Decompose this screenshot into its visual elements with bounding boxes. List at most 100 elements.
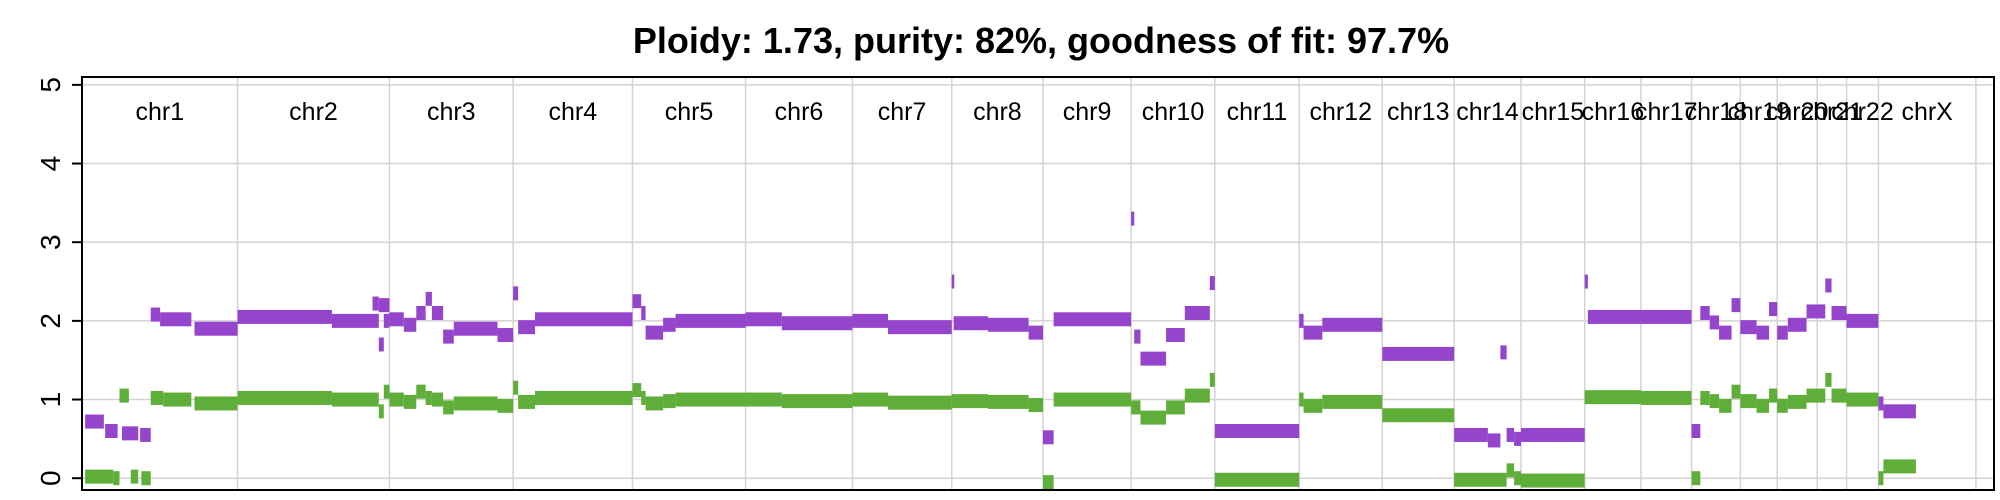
minor-segment	[1825, 372, 1832, 387]
total-segment	[383, 313, 390, 328]
total-segment	[1719, 325, 1732, 340]
minor-segment	[378, 404, 384, 419]
minor-segment	[119, 388, 129, 403]
minor-segment	[1184, 388, 1210, 403]
minor-segment	[1777, 398, 1788, 413]
minor-segment	[781, 394, 853, 409]
chromosome-label: chr17	[1635, 98, 1698, 126]
minor-segment	[1806, 388, 1826, 403]
total-segment	[1584, 274, 1588, 289]
total-segment	[888, 320, 952, 335]
total-segment	[1042, 430, 1054, 445]
total-copy-number-series	[85, 211, 1916, 448]
total-segment	[1514, 431, 1521, 446]
minor-segment	[535, 390, 633, 405]
y-tick-label: 0	[35, 470, 66, 486]
minor-segment	[163, 392, 192, 407]
total-segment	[535, 312, 633, 327]
minor-segment	[675, 392, 746, 407]
chromosome-label: chrX	[1901, 98, 1953, 126]
total-segment	[1184, 306, 1210, 320]
chromosome-label: chr1	[135, 98, 184, 126]
total-segment	[331, 313, 379, 328]
minor-segment	[1520, 473, 1585, 488]
minor-segment	[951, 394, 989, 409]
grid-lines	[81, 77, 1994, 490]
minor-segment	[1691, 471, 1701, 486]
minor-segment	[1700, 390, 1710, 405]
total-segment	[160, 312, 192, 327]
total-segment	[1028, 325, 1043, 340]
minor-segment	[150, 390, 164, 405]
total-segment	[121, 426, 139, 441]
minor-segment	[988, 394, 1029, 409]
minor-segment	[1322, 394, 1383, 409]
y-tick-label: 1	[35, 392, 66, 408]
total-segment	[1740, 320, 1757, 335]
minor-segment	[645, 396, 664, 411]
minor-segment	[1831, 388, 1847, 403]
minor-segment	[1878, 471, 1884, 486]
chromosome-label: chr4	[548, 98, 597, 126]
minor-segment	[1756, 398, 1770, 413]
minor-copy-number-series	[85, 372, 1916, 490]
total-segment	[416, 306, 426, 320]
minor-segment	[389, 392, 404, 407]
total-segment	[1131, 211, 1135, 226]
total-segment	[1756, 325, 1770, 340]
total-segment	[85, 414, 104, 429]
y-tick-label: 5	[35, 77, 66, 93]
total-segment	[497, 328, 514, 343]
total-segment	[1500, 345, 1507, 360]
total-segment	[378, 337, 384, 352]
total-segment	[1831, 306, 1847, 320]
chromosome-label: chr7	[878, 98, 927, 126]
minor-segment	[130, 469, 139, 484]
total-segment	[1587, 309, 1641, 324]
minor-segment	[1214, 472, 1300, 487]
minor-segment	[85, 469, 114, 484]
total-segment	[1299, 313, 1304, 328]
total-segment	[1209, 276, 1215, 291]
total-segment	[237, 309, 332, 324]
total-segment	[1846, 313, 1879, 328]
chromosome-label: chr18	[1685, 98, 1748, 126]
chromosome-label: chr2	[289, 98, 338, 126]
chromosome-label: chr21	[1801, 98, 1864, 126]
total-segment	[1454, 427, 1488, 442]
total-segment	[403, 317, 417, 332]
minor-segment	[1584, 390, 1641, 405]
minor-segment	[1709, 394, 1720, 409]
minor-segment	[641, 390, 646, 405]
minor-segment	[383, 384, 390, 399]
total-segment	[1709, 315, 1720, 330]
total-segment	[1878, 396, 1884, 411]
minor-segment	[1299, 392, 1304, 407]
total-segment	[951, 274, 955, 289]
total-segment	[1806, 304, 1826, 319]
minor-segment	[1454, 472, 1507, 487]
minor-segment	[425, 390, 432, 405]
chromosome-labels: chr1 chr2 chr3 chr4 chr5 chr6 chr7 chr8 chr9 chr1…	[135, 98, 1953, 126]
total-segment	[372, 296, 379, 311]
minor-segment	[1303, 398, 1323, 413]
minor-segment	[1166, 400, 1185, 415]
chromosome-label: chr9	[1063, 98, 1112, 126]
minor-segment	[632, 383, 642, 398]
minor-segment	[852, 392, 889, 407]
total-segment	[1640, 309, 1692, 324]
total-segment	[1053, 312, 1132, 327]
total-segment	[1700, 306, 1710, 320]
total-segment	[632, 294, 642, 309]
chromosome-label: chr16	[1582, 98, 1645, 126]
minor-segment	[663, 394, 676, 409]
total-segment	[389, 312, 404, 327]
minor-segment	[1131, 400, 1141, 415]
chromosome-label: chr22	[1831, 98, 1894, 126]
chart-title: Ploidy: 1.73, purity: 82%, goodness of f…	[633, 20, 1449, 61]
minor-segment	[1731, 384, 1741, 399]
total-segment	[1506, 427, 1515, 442]
total-segment	[1382, 346, 1455, 361]
total-segment	[645, 325, 664, 340]
